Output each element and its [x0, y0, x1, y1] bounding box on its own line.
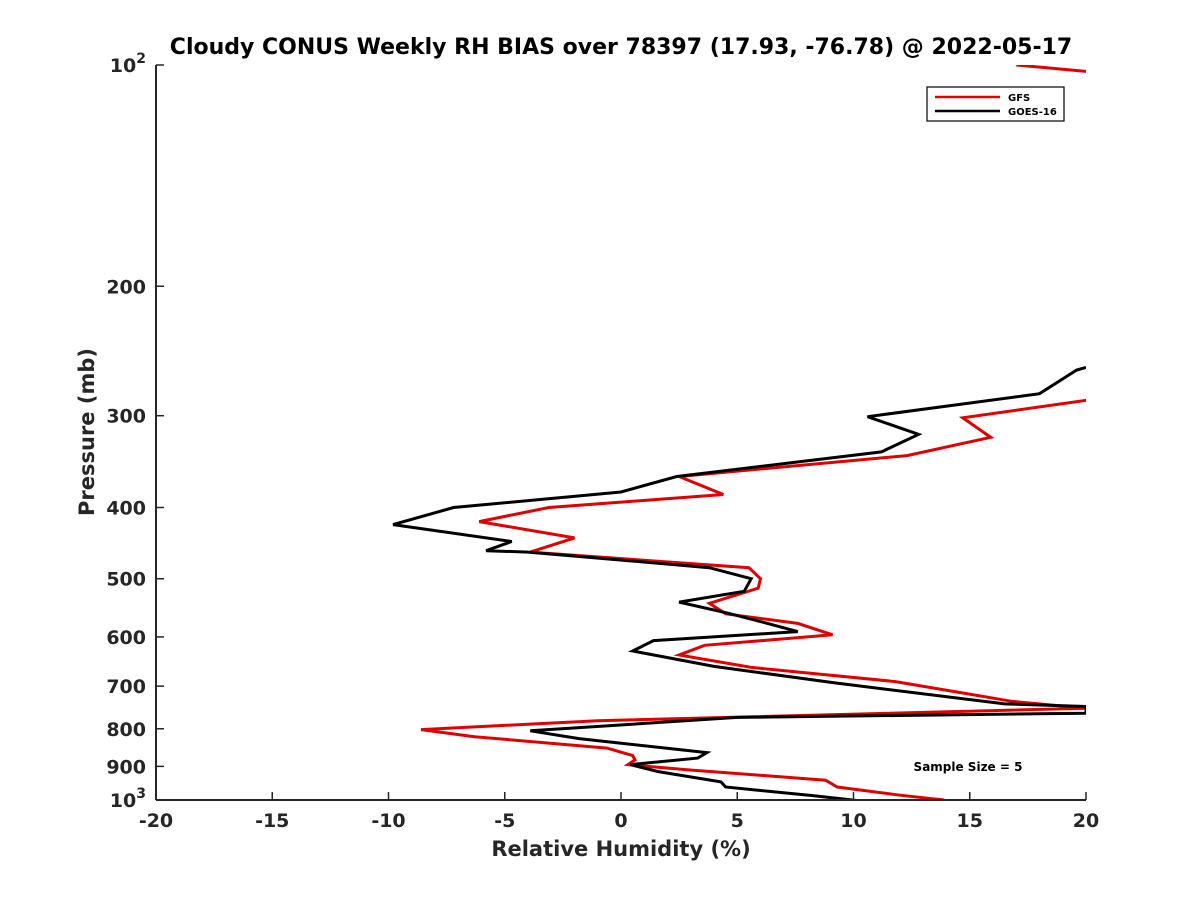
x-tick-label: 0: [614, 810, 627, 832]
sample-size-annotation: Sample Size = 5: [914, 760, 1023, 774]
x-tick-label: 10: [840, 810, 866, 832]
x-tick-label: 20: [1073, 810, 1099, 832]
x-tick-layer: -20 -15 -10 -5 0 5 10 15 20: [139, 792, 1099, 832]
legend-label-goes-16: GOES-16: [1008, 107, 1057, 118]
legend-label-gfs: GFS: [1008, 93, 1030, 104]
x-tick-label: -20: [139, 810, 173, 832]
y-tick-label: 102: [110, 51, 146, 77]
y-tick-label: 400: [106, 498, 146, 520]
x-tick-label: 15: [957, 810, 983, 832]
x-axis-label: Relative Humidity (%): [491, 837, 750, 861]
legend: GFS GOES-16: [926, 86, 1065, 122]
y-tick-label: 103: [110, 786, 146, 812]
y-tick-layer: 102 200 300 400 500 600 700 800 900 103: [106, 51, 164, 812]
y-tick-label: 600: [106, 627, 146, 649]
y-tick-label: 200: [106, 276, 146, 298]
y-tick-label: 800: [106, 719, 146, 741]
y-tick-label: 300: [106, 406, 146, 428]
series-layer: [392, 65, 1086, 800]
series-line-gfs: [420, 65, 1086, 800]
y-axis-label: Pressure (mb): [75, 348, 99, 516]
legend-box: [926, 86, 1065, 122]
y-tick-label: 900: [106, 756, 146, 778]
y-tick-label: 500: [106, 569, 146, 591]
y-tick-label: 700: [106, 676, 146, 698]
x-tick-label: 5: [731, 810, 744, 832]
x-tick-label: -10: [371, 810, 405, 832]
x-tick-label: -15: [255, 810, 289, 832]
series-line-goes-16: [392, 366, 1086, 800]
x-tick-label: -5: [494, 810, 515, 832]
chart-title: Cloudy CONUS Weekly RH BIAS over 78397 (…: [170, 35, 1072, 60]
